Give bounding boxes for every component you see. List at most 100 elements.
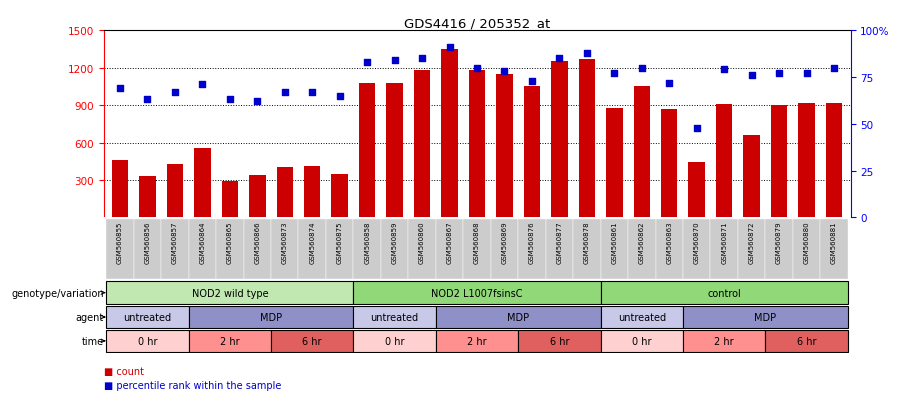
FancyBboxPatch shape [134, 219, 161, 279]
Point [195, 82, 210, 88]
FancyBboxPatch shape [820, 219, 848, 279]
Bar [524, 87, 540, 218]
FancyBboxPatch shape [106, 219, 134, 279]
FancyBboxPatch shape [216, 219, 244, 279]
FancyBboxPatch shape [765, 219, 793, 279]
FancyBboxPatch shape [354, 281, 600, 304]
Bar [606, 108, 623, 218]
Point [470, 65, 484, 72]
Title: GDS4416 / 205352_at: GDS4416 / 205352_at [404, 17, 550, 30]
Text: 0 hr: 0 hr [138, 336, 157, 346]
FancyBboxPatch shape [106, 306, 189, 328]
Text: 0 hr: 0 hr [385, 336, 404, 346]
Point [553, 56, 567, 62]
Bar [743, 136, 760, 218]
Text: GSM560865: GSM560865 [227, 221, 233, 263]
FancyBboxPatch shape [600, 219, 628, 279]
FancyBboxPatch shape [683, 219, 710, 279]
Point [744, 73, 759, 79]
FancyBboxPatch shape [710, 219, 738, 279]
FancyBboxPatch shape [106, 330, 189, 352]
Bar [826, 103, 842, 218]
FancyBboxPatch shape [436, 330, 518, 352]
FancyBboxPatch shape [354, 219, 381, 279]
Text: GSM560864: GSM560864 [200, 221, 205, 263]
Text: ■ percentile rank within the sample: ■ percentile rank within the sample [104, 380, 281, 390]
Point [525, 78, 539, 85]
Text: GSM560858: GSM560858 [364, 221, 370, 263]
FancyBboxPatch shape [436, 306, 600, 328]
Text: GSM560879: GSM560879 [776, 221, 782, 263]
Bar [112, 161, 128, 218]
FancyBboxPatch shape [683, 306, 848, 328]
Point [799, 71, 814, 77]
Text: NOD2 wild type: NOD2 wild type [192, 288, 268, 298]
Bar [221, 182, 239, 218]
Text: 6 hr: 6 hr [302, 336, 322, 346]
FancyBboxPatch shape [600, 281, 848, 304]
FancyBboxPatch shape [271, 330, 354, 352]
Text: genotype/variation: genotype/variation [12, 288, 104, 298]
FancyBboxPatch shape [189, 219, 216, 279]
Text: 6 hr: 6 hr [550, 336, 569, 346]
Text: GSM560873: GSM560873 [282, 221, 288, 263]
Bar [469, 71, 485, 218]
Bar [359, 83, 375, 218]
Text: time: time [82, 336, 104, 346]
Point [332, 93, 347, 100]
Text: GSM560870: GSM560870 [694, 221, 699, 263]
Text: MDP: MDP [754, 312, 777, 322]
Text: 6 hr: 6 hr [796, 336, 816, 346]
Text: GSM560871: GSM560871 [721, 221, 727, 263]
Bar [579, 59, 595, 218]
FancyBboxPatch shape [600, 306, 683, 328]
Text: GSM560866: GSM560866 [255, 221, 260, 263]
Point [827, 65, 842, 72]
Text: GSM560857: GSM560857 [172, 221, 178, 263]
Text: 2 hr: 2 hr [220, 336, 239, 346]
Bar [276, 168, 293, 218]
Point [222, 97, 237, 104]
Point [305, 89, 320, 96]
Point [387, 57, 401, 64]
Bar [249, 176, 266, 218]
FancyBboxPatch shape [409, 219, 436, 279]
FancyBboxPatch shape [161, 219, 189, 279]
Text: 2 hr: 2 hr [715, 336, 734, 346]
Text: GSM560875: GSM560875 [337, 221, 343, 263]
Bar [798, 103, 814, 218]
FancyBboxPatch shape [518, 219, 545, 279]
Text: GSM560868: GSM560868 [474, 221, 480, 263]
Point [634, 65, 649, 72]
Bar [166, 164, 183, 218]
FancyBboxPatch shape [573, 219, 600, 279]
FancyBboxPatch shape [545, 219, 573, 279]
FancyBboxPatch shape [464, 219, 490, 279]
Text: MDP: MDP [260, 312, 282, 322]
Point [717, 67, 732, 74]
Text: agent: agent [76, 312, 104, 322]
Text: ■ count: ■ count [104, 366, 143, 376]
Point [415, 56, 429, 62]
Text: untreated: untreated [123, 312, 172, 322]
Text: GSM560856: GSM560856 [144, 221, 150, 263]
FancyBboxPatch shape [354, 330, 436, 352]
Text: GSM560874: GSM560874 [310, 221, 315, 263]
Point [580, 50, 594, 57]
FancyBboxPatch shape [271, 219, 299, 279]
FancyBboxPatch shape [655, 219, 683, 279]
FancyBboxPatch shape [765, 330, 848, 352]
Text: GSM560872: GSM560872 [749, 221, 754, 263]
Point [112, 85, 127, 92]
Bar [386, 83, 403, 218]
Point [167, 89, 182, 96]
Bar [414, 71, 430, 218]
Text: GSM560863: GSM560863 [666, 221, 672, 263]
Point [608, 71, 622, 77]
Text: GSM560878: GSM560878 [584, 221, 590, 263]
Text: GSM560859: GSM560859 [392, 221, 398, 263]
FancyBboxPatch shape [189, 306, 354, 328]
Text: GSM560860: GSM560860 [419, 221, 425, 263]
Bar [441, 50, 458, 218]
Text: control: control [707, 288, 741, 298]
